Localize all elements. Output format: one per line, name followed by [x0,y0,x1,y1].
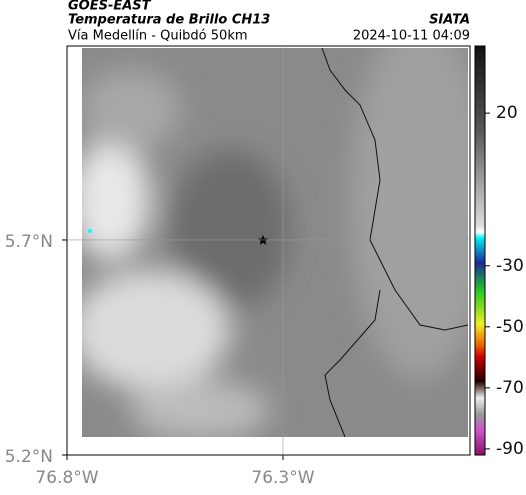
y-tick-label: 5.7°N [5,232,53,252]
colorbar-tick-label: -30 [496,256,524,276]
colorbar [474,45,486,456]
y-tick-label: 5.2°N [5,447,53,467]
colorbar-tick-label: -50 [496,317,524,337]
colorbar-tick-label: -90 [496,439,524,459]
subtitle: Temperatura de Brillo CH13 [68,13,270,28]
x-tick-label: 76.8°W [35,468,98,488]
satellite-image [82,48,468,437]
map-frame [66,45,471,456]
region: Vía Medellín - Quibdó 50km [68,29,248,44]
colorbar-tick-label: 20 [496,103,518,123]
datetime: 2024-10-11 04:09 [353,29,470,44]
title: GOES-EAST [68,0,152,14]
x-tick-label: 76.3°W [251,468,314,488]
source: SIATA [429,13,470,28]
colorbar-tick-label: -70 [496,378,524,398]
